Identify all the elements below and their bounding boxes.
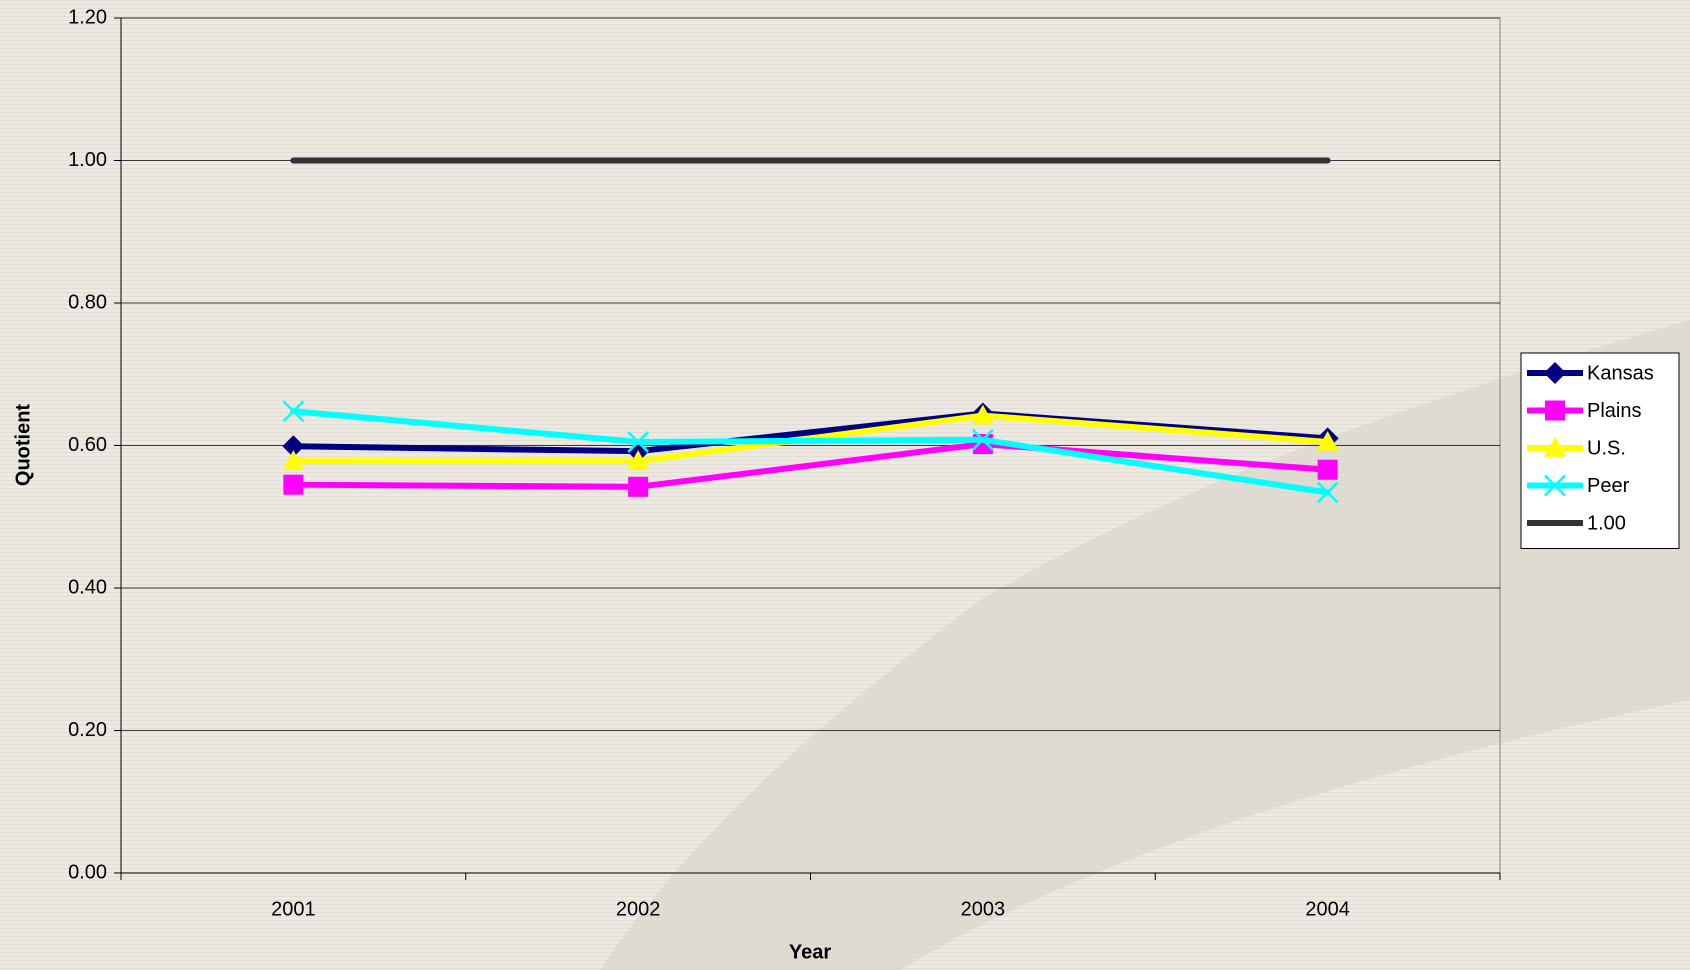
y-tick-label: 0.40 [68, 576, 107, 598]
x-tick-label: 2002 [616, 898, 661, 920]
marker [1545, 400, 1565, 421]
marker [971, 428, 994, 451]
marker [1316, 481, 1339, 504]
y-tick-label: 0.00 [68, 861, 107, 883]
y-tick-label: 0.80 [68, 291, 107, 313]
y-tick-label: 1.20 [68, 6, 107, 28]
legend: Kansas Plains U.S. Peer 1.00 [1520, 352, 1680, 549]
series-line [290, 408, 1331, 496]
legend-label: U.S. [1587, 437, 1626, 459]
marker [282, 450, 305, 470]
legend-label: 1.00 [1587, 512, 1626, 534]
marker [282, 435, 305, 458]
marker [627, 450, 650, 470]
marker [282, 400, 305, 423]
x-tick-label: 2004 [1305, 898, 1350, 920]
marker [1544, 437, 1566, 457]
marker [1544, 474, 1566, 497]
x-axis-title: Year [789, 941, 831, 963]
legend-label: Kansas [1587, 362, 1654, 384]
marker [628, 476, 649, 497]
marker [627, 431, 650, 453]
marker [971, 404, 994, 425]
y-axis-title: Quotient [12, 404, 34, 487]
marker [1316, 430, 1339, 451]
legend-label: Plains [1587, 400, 1641, 422]
y-tick-label: 1.00 [68, 149, 107, 171]
background-shape [600, 320, 1690, 970]
legend-label: Peer [1587, 475, 1630, 497]
x-tick-label: 2001 [271, 898, 316, 920]
series-line [290, 441, 1331, 490]
y-tick-label: 0.20 [68, 719, 107, 741]
marker [1544, 362, 1566, 384]
marker [1317, 459, 1338, 480]
y-tick-label: 0.60 [68, 434, 107, 456]
x-tick-label: 2003 [961, 898, 1006, 920]
marker [283, 474, 304, 495]
